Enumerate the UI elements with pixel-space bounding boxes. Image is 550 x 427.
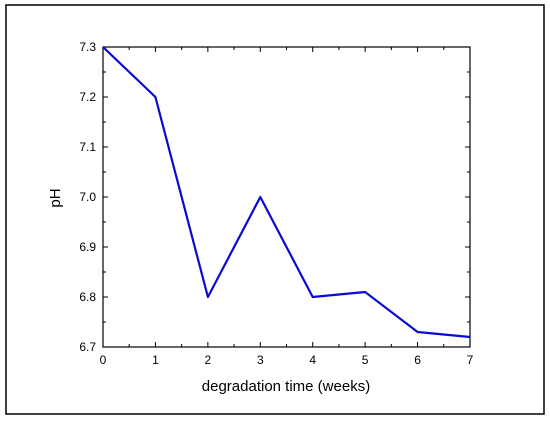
x-tick-label: 7 xyxy=(467,353,474,367)
y-tick-label: 7.1 xyxy=(79,140,96,154)
axis-tick-labels: 0 1 2 3 4 5 6 7 6.7 6.8 6.9 7.0 7.1 7.2 7.3 xyxy=(79,40,473,367)
x-tick-label: 6 xyxy=(414,353,421,367)
y-tick-label: 7.0 xyxy=(79,190,96,204)
x-tick-label: 3 xyxy=(257,353,264,367)
x-tick-label: 4 xyxy=(309,353,316,367)
figure-frame xyxy=(5,4,545,415)
y-tick-label: 6.7 xyxy=(79,340,96,354)
x-axis-label: degradation time (weeks) xyxy=(202,378,370,395)
y-tick-label: 7.3 xyxy=(79,40,96,54)
x-tick-label: 0 xyxy=(100,353,107,367)
y-tick-label: 6.9 xyxy=(79,240,96,254)
x-tick-label: 2 xyxy=(205,353,212,367)
series-line xyxy=(102,46,471,339)
series-layer xyxy=(102,46,471,339)
x-tick-label: 5 xyxy=(362,353,369,367)
y-tick-label: 6.8 xyxy=(79,290,96,304)
y-tick-label: 7.2 xyxy=(79,90,96,104)
y-axis-label: pH xyxy=(47,188,64,207)
x-tick-label: 1 xyxy=(152,353,159,367)
axis-ticks xyxy=(102,46,471,348)
